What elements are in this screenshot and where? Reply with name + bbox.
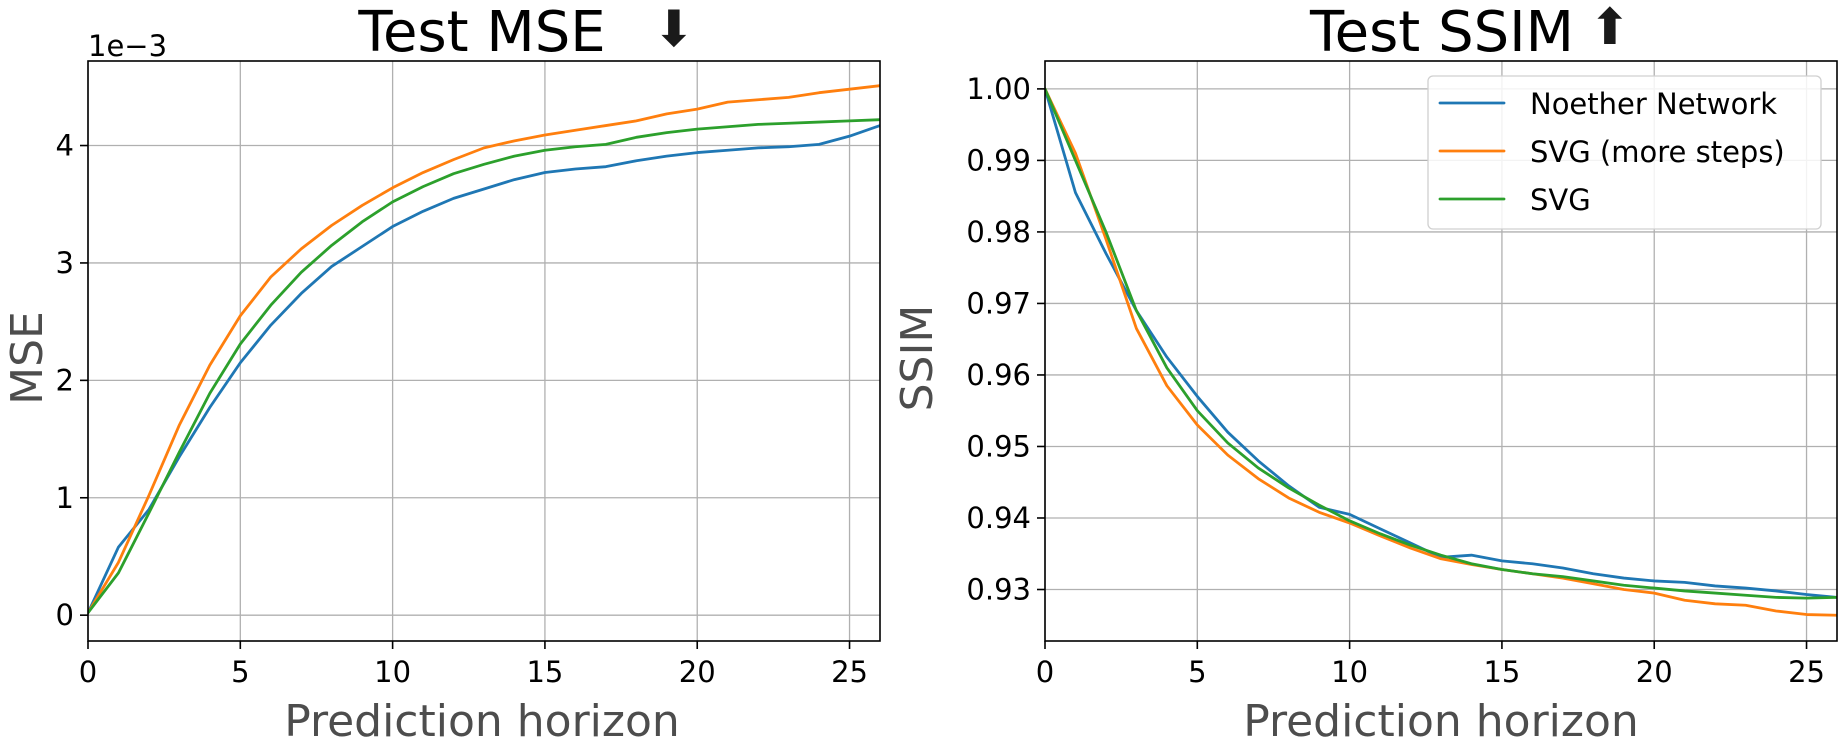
- mse-series-lines: [88, 84, 880, 615]
- ssim-y-tick-label: 0.96: [966, 358, 1031, 392]
- ssim-x-tick-label: 0: [1036, 655, 1054, 689]
- mse-x-tick-label: 15: [526, 655, 563, 689]
- mse-y-tick-label: 1: [56, 481, 74, 515]
- mse-title: Test MSE: [357, 0, 605, 65]
- ssim-x-tick-label: 10: [1331, 655, 1368, 689]
- mse-x-tick-label: 20: [679, 655, 716, 689]
- ssim-panel: 0 5 10 15 20 25 0.93 0.94 0.95 0.96 0.97 0.98 0.99 1…: [892, 0, 1838, 746]
- mse-y-axis-label: MSE: [2, 311, 53, 405]
- legend-label-noether-network: Noether Network: [1530, 87, 1777, 121]
- ssim-x-tick-labels: 0 5 10 15 20 25: [1036, 655, 1825, 689]
- ssim-y-tick-label: 0.98: [966, 215, 1031, 249]
- mse-x-tick-label: 10: [374, 655, 411, 689]
- mse-y-tick-label: 3: [56, 246, 74, 280]
- mse-y-tick-labels: 0 1 2 3 4: [56, 129, 74, 633]
- mse-series-noether-network: [88, 124, 880, 615]
- ssim-x-tick-label: 25: [1788, 655, 1825, 689]
- ssim-x-axis-label: Prediction horizon: [1243, 696, 1639, 746]
- mse-plot-frame: [87, 60, 881, 642]
- ssim-title: Test SSIM: [1309, 0, 1574, 65]
- ssim-y-tick-label: 0.93: [966, 573, 1031, 607]
- ssim-series-svg: [1045, 87, 1837, 600]
- mse-x-tick-label: 0: [79, 655, 97, 689]
- ssim-y-tick-label: 0.94: [966, 501, 1031, 535]
- mse-x-tick-label: 25: [831, 655, 868, 689]
- mse-x-tick-labels: 0 5 10 15 20 25: [79, 655, 868, 689]
- ssim-x-tick-label: 15: [1483, 655, 1520, 689]
- up-arrow-icon: ⬆: [1589, 0, 1631, 56]
- mse-gridlines: [87, 61, 880, 641]
- ssim-y-tick-labels: 0.93 0.94 0.95 0.96 0.97 0.98 0.99 1.00: [966, 72, 1031, 607]
- legend: Noether Network SVG (more steps) SVG: [1427, 75, 1822, 230]
- ssim-tick-marks: [1037, 88, 1808, 649]
- legend-label-svg-more-steps: SVG (more steps): [1530, 135, 1785, 169]
- mse-y-tick-label: 0: [56, 598, 74, 632]
- mse-series-svg-more-steps: [88, 84, 880, 615]
- mse-panel: 0 5 10 15 20 25 0 1 2 3 4 Test MSE ⬇ 1e−3 Predict…: [2, 0, 881, 746]
- ssim-y-tick-label: 0.97: [966, 286, 1031, 320]
- ssim-y-tick-label: 0.99: [966, 143, 1031, 177]
- ssim-x-tick-label: 5: [1188, 655, 1206, 689]
- mse-x-axis-label: Prediction horizon: [284, 696, 680, 746]
- mse-y-tick-label: 2: [56, 363, 74, 397]
- ssim-y-tick-label: 1.00: [966, 72, 1031, 106]
- legend-label-svg: SVG: [1530, 183, 1591, 217]
- ssim-y-tick-label: 0.95: [966, 429, 1031, 463]
- ssim-plot-frame: [1044, 60, 1838, 642]
- legend-box: [1427, 75, 1822, 230]
- ssim-series-svg-more-steps: [1045, 87, 1837, 617]
- mse-series-svg: [88, 118, 880, 615]
- mse-x-tick-label: 5: [231, 655, 249, 689]
- mse-y-tick-label: 4: [56, 129, 74, 163]
- ssim-series-lines: [1045, 87, 1837, 617]
- mse-offset-text: 1e−3: [88, 29, 167, 63]
- ssim-y-axis-label: SSIM: [892, 305, 943, 412]
- ssim-x-tick-label: 20: [1636, 655, 1673, 689]
- down-arrow-icon: ⬇: [653, 0, 695, 58]
- mse-tick-marks: [80, 144, 851, 649]
